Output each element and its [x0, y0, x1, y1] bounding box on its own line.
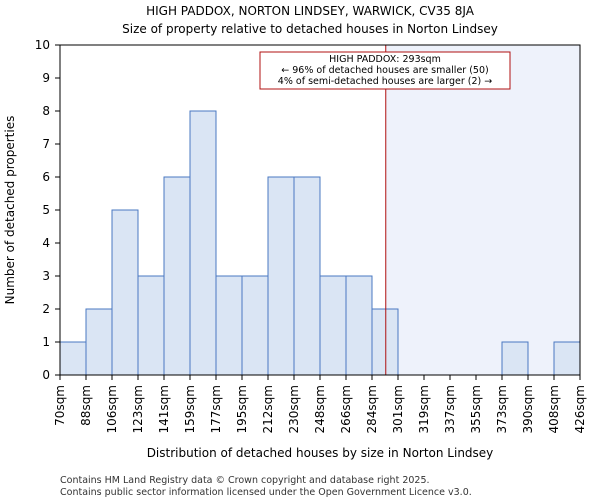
bars-group — [59, 110, 581, 376]
footer-line-2: Contains public sector information licen… — [60, 487, 472, 498]
x-tick-label: 319sqm — [417, 385, 431, 433]
x-tick-label: 426sqm — [573, 385, 587, 433]
x-tick-label: 390sqm — [521, 385, 535, 433]
x-tick-label: 373sqm — [495, 385, 509, 433]
footer-line-1: Contains HM Land Registry data © Crown c… — [60, 475, 430, 486]
histogram-bar — [553, 341, 581, 376]
y-axis-title: Number of detached properties — [3, 116, 17, 305]
histogram-bar — [371, 308, 399, 376]
x-tick-label: 355sqm — [469, 385, 483, 433]
histogram-bar — [163, 176, 191, 376]
histogram-bar — [215, 275, 243, 376]
chart-title: HIGH PADDOX, NORTON LINDSEY, WARWICK, CV… — [146, 4, 475, 18]
histogram-bar — [59, 341, 87, 376]
y-tick-label: 0 — [42, 368, 50, 382]
x-axis-title: Distribution of detached houses by size … — [147, 446, 494, 460]
x-tick-label: 106sqm — [105, 385, 119, 433]
x-tick-label: 195sqm — [235, 385, 249, 433]
histogram-bar — [85, 308, 113, 376]
y-tick-label: 1 — [42, 335, 50, 349]
y-tick-label: 6 — [42, 170, 50, 184]
histogram-bar — [189, 110, 217, 376]
y-tick-label: 8 — [42, 104, 50, 118]
chart-subtitle: Size of property relative to detached ho… — [122, 22, 498, 36]
annotation-line-1: HIGH PADDOX: 293sqm — [329, 54, 441, 65]
y-tick-label: 4 — [42, 236, 50, 250]
y-tick-label: 9 — [42, 71, 50, 85]
histogram-bar — [267, 176, 295, 376]
y-tick-label: 3 — [42, 269, 50, 283]
x-tick-label: 248sqm — [313, 385, 327, 433]
y-tick-label: 10 — [35, 38, 50, 52]
histogram-bar — [241, 275, 269, 376]
x-ticks-group: 70sqm 88sqm 106sqm 123sqm 141sqm 159sqm 177sqm… — [53, 375, 587, 433]
histogram-bar — [111, 209, 139, 376]
x-tick-label: 284sqm — [365, 385, 379, 433]
x-tick-label: 141sqm — [157, 385, 171, 433]
x-tick-label: 88sqm — [79, 385, 93, 426]
x-tick-label: 70sqm — [53, 385, 67, 426]
y-tick-label: 5 — [42, 203, 50, 217]
x-tick-label: 301sqm — [391, 385, 405, 433]
annotation-line-2: ← 96% of detached houses are smaller (50… — [281, 65, 488, 76]
x-tick-label: 230sqm — [287, 385, 301, 433]
x-tick-label: 408sqm — [547, 385, 561, 433]
x-tick-label: 337sqm — [443, 385, 457, 433]
annotation-box: HIGH PADDOX: 293sqm ← 96% of detached ho… — [259, 51, 511, 90]
histogram-bar — [501, 341, 529, 376]
x-tick-label: 159sqm — [183, 385, 197, 433]
y-ticks-group: 0 1 2 3 4 5 6 7 8 9 10 — [35, 38, 60, 382]
annotation-line-3: 4% of semi-detached houses are larger (2… — [278, 76, 492, 87]
annotation-box-frame — [259, 51, 511, 90]
x-tick-label: 177sqm — [209, 385, 223, 433]
shaded-larger-region — [385, 45, 580, 375]
y-tick-label: 7 — [42, 137, 50, 151]
x-tick-label: 123sqm — [131, 385, 145, 433]
histogram-bar — [345, 275, 373, 376]
histogram-bar — [319, 275, 347, 376]
histogram-bar — [137, 275, 165, 376]
x-tick-label: 266sqm — [339, 385, 353, 433]
histogram-bar — [293, 176, 321, 376]
x-tick-label: 212sqm — [261, 385, 275, 433]
y-tick-label: 2 — [42, 302, 50, 316]
shaded-region-group — [385, 45, 580, 375]
